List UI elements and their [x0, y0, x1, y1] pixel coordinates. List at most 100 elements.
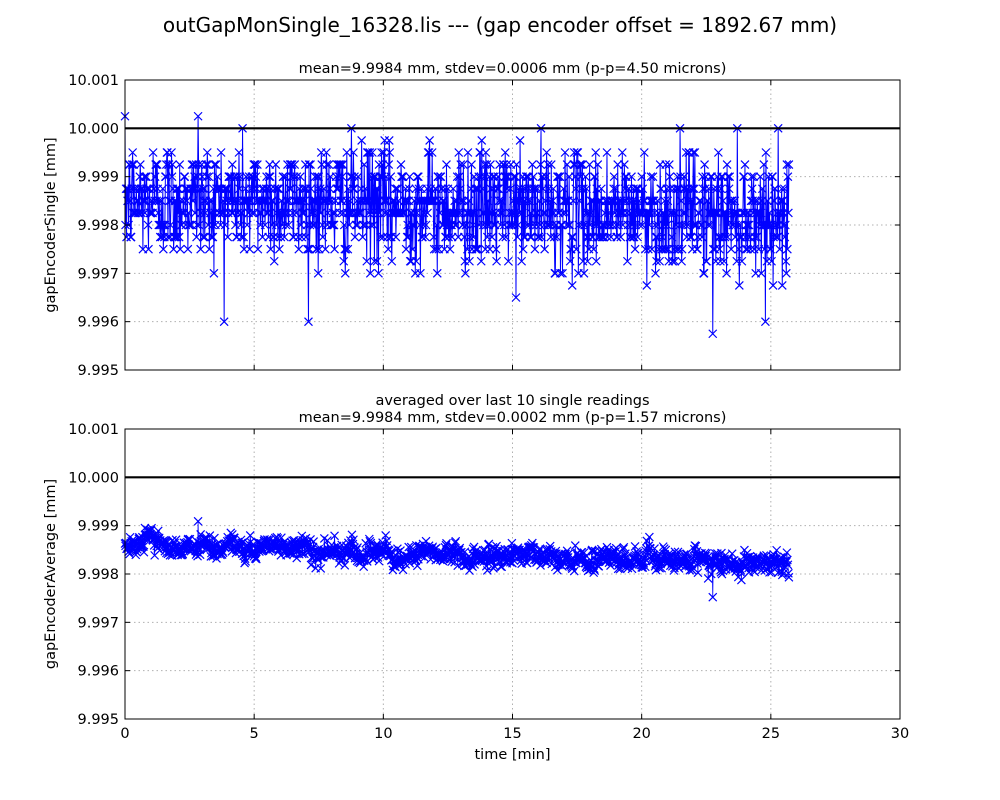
data-point: [282, 196, 292, 206]
data-point: [127, 160, 137, 170]
data-point: [396, 160, 406, 170]
data-point: [248, 184, 258, 194]
data-point: [171, 535, 181, 545]
data-point: [361, 196, 371, 206]
data-point: [169, 244, 178, 254]
data-point: [362, 256, 372, 266]
data-point: [307, 208, 316, 218]
data-point: [667, 232, 677, 242]
data-point: [778, 220, 788, 230]
data-point: [465, 256, 474, 266]
data-point: [697, 220, 706, 230]
data-point: [195, 550, 205, 560]
data-point: [249, 160, 259, 170]
data-point: [436, 172, 446, 182]
panel-1-ytick-label-0: 9.995: [77, 712, 119, 728]
data-point: [749, 172, 759, 182]
panel-0-ytick-label-1: 9.996: [77, 315, 119, 331]
panel-1-ytick-label-5: 10.000: [68, 470, 119, 486]
data-point: [209, 268, 219, 278]
data-point: [442, 538, 451, 548]
data-point: [432, 268, 442, 278]
data-point: [710, 208, 720, 218]
panel-1-ytick-label-3: 9.998: [77, 567, 119, 583]
data-point: [487, 208, 496, 218]
data-point: [386, 172, 396, 182]
data-point: [320, 244, 330, 254]
data-point: [292, 553, 302, 563]
data-point: [424, 148, 434, 157]
data-point: [645, 196, 655, 206]
data-point: [607, 196, 617, 206]
data-point: [251, 552, 261, 562]
data-point: [266, 244, 276, 254]
data-point: [257, 196, 266, 206]
data-point: [776, 196, 786, 206]
data-point: [553, 172, 563, 182]
data-point: [350, 232, 360, 242]
data-point: [168, 160, 177, 170]
data-point: [674, 244, 684, 254]
data-point: [374, 268, 383, 278]
data-point: [718, 566, 728, 576]
data-point: [487, 232, 497, 242]
data-point: [342, 148, 352, 157]
data-point: [172, 184, 182, 194]
data-point: [237, 208, 247, 218]
data-point: [323, 196, 333, 206]
data-point: [286, 184, 296, 194]
data-point: [372, 256, 382, 266]
data-point: [405, 172, 415, 182]
panel-1-xtick-label-4: 20: [632, 726, 650, 742]
data-point: [698, 172, 707, 182]
data-point: [781, 256, 791, 266]
data-point: [267, 220, 277, 230]
data-point: [453, 208, 463, 218]
data-point: [517, 208, 527, 218]
data-point: [425, 135, 435, 145]
data-point: [461, 220, 471, 230]
data-point: [702, 256, 712, 266]
panel-0-ylabel: gapEncoderSingle [mm]: [43, 137, 59, 312]
data-point: [662, 184, 672, 194]
data-point: [494, 196, 504, 206]
data-point: [761, 148, 771, 157]
data-point: [569, 566, 579, 576]
data-point: [360, 184, 370, 194]
data-point: [348, 184, 358, 194]
data-point: [712, 184, 722, 194]
data-point: [530, 244, 540, 254]
data-point: [245, 244, 255, 254]
data-point: [525, 553, 535, 563]
data-point: [378, 232, 388, 242]
data-point: [216, 148, 226, 157]
data-point: [660, 244, 670, 254]
data-point: [665, 172, 675, 182]
data-point: [486, 160, 495, 170]
data-point: [147, 523, 157, 533]
data-point: [491, 244, 501, 254]
data-point: [547, 208, 557, 218]
data-point: [333, 184, 343, 194]
data-point: [220, 184, 230, 194]
data-point: [498, 232, 508, 242]
data-point: [760, 317, 770, 327]
data-point: [314, 172, 324, 182]
data-point: [522, 558, 532, 568]
data-point: [772, 208, 782, 218]
data-point: [716, 184, 726, 194]
data-point: [183, 244, 193, 254]
data-point: [389, 196, 399, 206]
data-point: [537, 232, 546, 242]
data-point: [328, 220, 337, 230]
data-point: [780, 232, 790, 242]
data-point: [497, 196, 507, 206]
data-point: [739, 172, 749, 182]
data-point: [397, 172, 407, 182]
data-point: [309, 220, 319, 230]
data-point: [368, 220, 378, 230]
data-point: [602, 148, 612, 157]
data-point: [529, 184, 539, 194]
data-point: [206, 208, 216, 218]
data-point: [589, 568, 599, 578]
